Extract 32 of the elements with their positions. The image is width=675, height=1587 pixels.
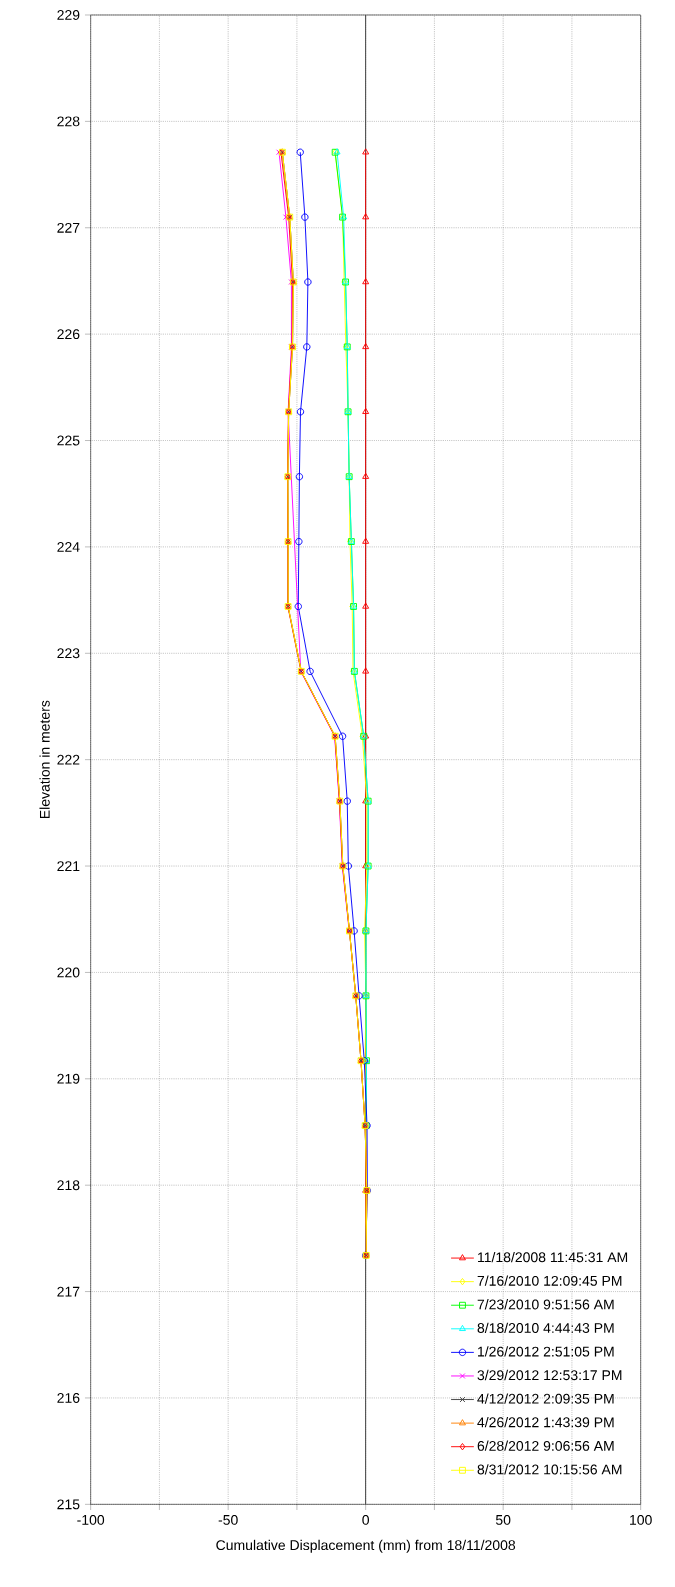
legend-label: 1/26/2012 2:51:05 PM xyxy=(478,1346,614,1357)
y-tick-label: 221 xyxy=(57,861,80,871)
y-tick-label: 223 xyxy=(57,648,80,659)
y-tick-label: 226 xyxy=(57,329,80,340)
y-tick-label: 222 xyxy=(57,754,80,765)
y-tick-label: 216 xyxy=(57,1393,80,1403)
legend-label: 7/23/2010 9:51:56 AM xyxy=(477,1299,614,1310)
legend-label: 4/12/2012 2:09:35 PM xyxy=(477,1393,614,1404)
y-tick-label: 228 xyxy=(57,116,80,127)
x-axis-title: Cumulative Displacement (mm) from 18/11/2008 xyxy=(216,1539,516,1553)
y-tick-label: 219 xyxy=(57,1073,80,1084)
legend-label: 7/16/2010 12:09:45 PM xyxy=(477,1275,622,1286)
x-tick-label: 50 xyxy=(495,1514,511,1525)
y-tick-label: 229 xyxy=(57,10,80,20)
y-tick-label: 225 xyxy=(57,435,80,446)
y-tick-label: 227 xyxy=(57,222,80,233)
x-tick-label: -100 xyxy=(77,1514,105,1525)
y-tick-label: 220 xyxy=(57,967,80,978)
x-tick-label: -50 xyxy=(218,1514,238,1525)
legend-label: 3/29/2012 12:53:17 PM xyxy=(477,1369,622,1381)
legend-label: 8/31/2012 10:15:56 AM xyxy=(477,1464,622,1475)
legend-label: 8/18/2010 4:44:43 PM xyxy=(477,1322,614,1333)
x-tick-label: 0 xyxy=(362,1514,370,1525)
x-tick-label: 100 xyxy=(630,1514,652,1525)
y-tick-label: 218 xyxy=(57,1180,80,1191)
y-tick-label: 224 xyxy=(57,542,80,552)
legend-label: 4/26/2012 1:43:39 PM xyxy=(477,1416,614,1428)
legend-label: 6/28/2012 9:06:56 AM xyxy=(477,1440,614,1451)
legend-label: 11/18/2008 11:45:31 AM xyxy=(478,1251,628,1263)
y-tick-label: 215 xyxy=(57,1499,80,1510)
y-axis-title: Elevation in meters xyxy=(39,700,50,819)
y-tick-label: 217 xyxy=(57,1286,80,1297)
